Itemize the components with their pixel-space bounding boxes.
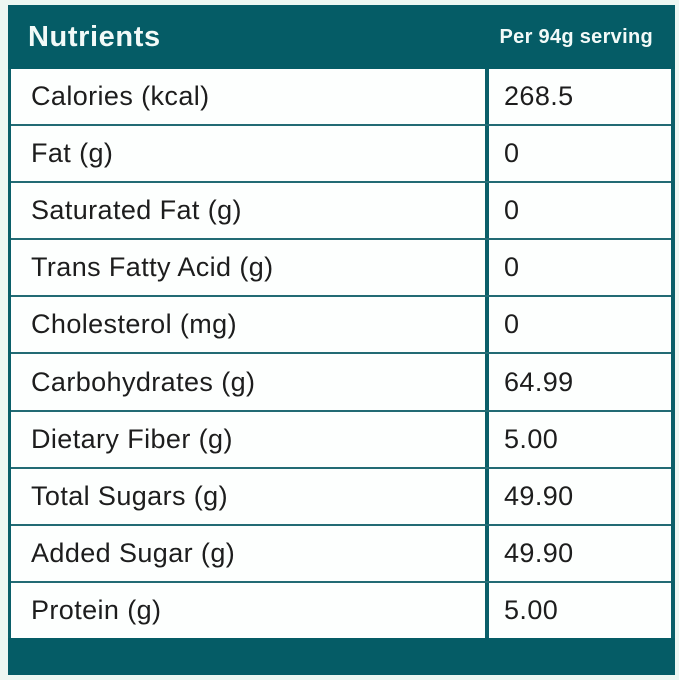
nutrient-name: Added Sugar (g)	[31, 537, 236, 568]
table-row: Calories (kcal) 268.5	[11, 69, 671, 127]
nutrient-value: 0	[485, 126, 671, 182]
nutrient-value: 5.00	[485, 582, 671, 638]
table-row: Trans Fatty Acid (g) 0	[11, 240, 671, 298]
footer-bar	[8, 638, 675, 675]
nutrient-name: Carbohydrates (g)	[31, 366, 256, 397]
table-row: Carbohydrates (g) 64.99	[11, 354, 671, 412]
nutrient-value: 5.00	[485, 411, 671, 467]
table-row: Added Sugar (g) 49.90	[11, 525, 671, 583]
nutrient-name: Fat (g)	[31, 138, 114, 169]
nutrient-value: 0	[485, 240, 671, 296]
nutrient-name: Trans Fatty Acid (g)	[31, 252, 274, 283]
page-title: Nutrients	[28, 20, 161, 53]
nutrient-name: Saturated Fat (g)	[31, 195, 242, 226]
nutrition-card: Nutrients Per 94g serving Calories (kcal…	[8, 5, 675, 675]
nutrient-name: Cholesterol (mg)	[31, 309, 237, 340]
nutrient-value: 64.99	[485, 354, 671, 410]
nutrient-rows: Calories (kcal) 268.5 Fat (g) 0 Saturate…	[8, 69, 675, 638]
nutrient-value: 0	[485, 183, 671, 239]
nutrient-name: Protein (g)	[31, 594, 162, 625]
table-row: Total Sugars (g) 49.90	[11, 468, 671, 526]
table-row: Protein (g) 5.00	[11, 582, 671, 638]
table-row: Dietary Fiber (g) 5.00	[11, 411, 671, 469]
table-row: Cholesterol (mg) 0	[11, 297, 671, 355]
nutrient-name: Total Sugars (g)	[31, 480, 228, 511]
table-row: Fat (g) 0	[11, 126, 671, 184]
nutrient-name: Calories (kcal)	[31, 81, 210, 112]
nutrient-name: Dietary Fiber (g)	[31, 423, 233, 454]
nutrient-value: 49.90	[485, 525, 671, 581]
nutrient-value: 268.5	[485, 69, 671, 125]
nutrient-value: 0	[485, 297, 671, 353]
table-row: Saturated Fat (g) 0	[11, 183, 671, 241]
nutrient-value: 49.90	[485, 468, 671, 524]
table-header: Nutrients Per 94g serving	[8, 5, 675, 69]
serving-size-label: Per 94g serving	[499, 25, 653, 48]
